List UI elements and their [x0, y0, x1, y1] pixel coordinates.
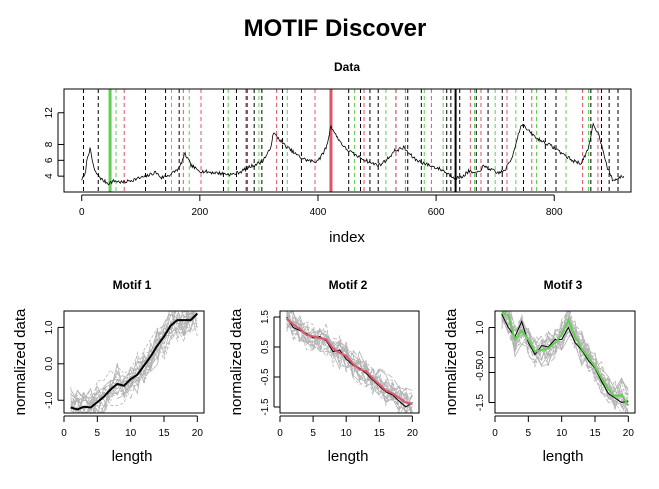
member-subsequence-line [286, 319, 413, 413]
motif1-plot-frame [63, 310, 205, 414]
data-panel: Data 0 200 400 600 800 4 6 8 12 index [44, 60, 632, 246]
motif3-title: Motif 3 [544, 278, 583, 292]
data-x-tick-label: 0 [79, 207, 85, 218]
data-series-line [81, 122, 625, 186]
motif1-y-tick-label: 0.0 [44, 356, 55, 370]
motif2-plot-clip [285, 311, 413, 413]
data-panel-title: Data [334, 60, 360, 74]
motif1-panel: Motif 1 0 5 10 15 20 -1.0 0.0 1.0 length normal… [12, 278, 205, 465]
motif1-y-tick-label: 1.0 [44, 320, 55, 334]
data-x-axis-label: index [329, 229, 365, 246]
motif2-panel: Motif 2 0 5 10 15 20 -1.5 -0.5 0.5 1.5 length no… [228, 278, 420, 465]
motif2-title: Motif 2 [329, 278, 368, 292]
motif3-y-tick-label: 0.0 [475, 350, 486, 364]
member-subsequence-line [70, 311, 198, 413]
data-x-tick-label: 400 [310, 207, 327, 218]
motif3-plot-clip [501, 311, 630, 413]
data-plot-clip [81, 89, 625, 192]
motif3-x-tick-label: 10 [556, 428, 568, 439]
member-subsequence-line [501, 311, 629, 406]
motif3-y-tick-label: -1.5 [475, 393, 486, 411]
motif3-center-line [501, 311, 630, 407]
figure-title: MOTIF Discover [244, 15, 427, 42]
motif2-y-tick-label: -1.5 [260, 398, 271, 416]
motif3-x-axis-label: length [543, 448, 584, 465]
data-y-tick-label: 4 [44, 173, 55, 179]
motif1-plot-area: 0 5 10 15 20 -1.0 0.0 1.0 [44, 310, 205, 439]
member-subsequence-line [70, 311, 195, 413]
motif1-title: Motif 1 [113, 278, 152, 292]
motif1-x-tick-label: 15 [158, 428, 170, 439]
member-subsequence-line [70, 311, 198, 413]
motif1-y-tick-label: -1.0 [44, 391, 55, 409]
motif1-center-line [70, 312, 199, 411]
motif3-y-tick-label: -0.5 [475, 363, 486, 381]
data-y-tick-label: 12 [44, 107, 55, 119]
motif1-x-tick-label: 20 [192, 428, 204, 439]
member-subsequence-line [501, 311, 629, 407]
member-subsequence-line [501, 311, 627, 413]
motif2-plot-frame [279, 310, 420, 414]
motif1-x-tick-label: 10 [125, 428, 137, 439]
member-subsequence-line [286, 311, 413, 413]
motif2-center-line [285, 317, 413, 405]
motif2-y-tick-label: 0.5 [260, 340, 271, 354]
motif3-plot-frame [494, 310, 636, 414]
motif2-x-tick-label: 20 [407, 428, 419, 439]
motif3-y-tick-label: 1.0 [475, 320, 486, 334]
motif2-x-tick-label: 10 [341, 428, 353, 439]
motif2-plot-area: 0 5 10 15 20 -1.5 -0.5 0.5 1.5 [260, 310, 420, 439]
motif1-x-tick-label: 0 [61, 428, 67, 439]
motif2-x-tick-label: 5 [310, 428, 316, 439]
member-subsequence-line [72, 311, 195, 413]
motif3-x-tick-label: 20 [623, 428, 635, 439]
motif1-y-axis-label: normalized data [12, 308, 29, 415]
member-subsequence-line [503, 311, 629, 410]
member-subsequence-line [286, 316, 413, 410]
member-subsequence-line [70, 313, 198, 412]
motif2-x-tick-label: 0 [277, 428, 283, 439]
member-subsequence-line [501, 313, 629, 413]
data-y-tick-label: 8 [44, 141, 55, 147]
data-plot-frame [63, 88, 632, 193]
member-subsequence-line [70, 311, 198, 413]
motif3-plot-area: 0 5 10 15 20 -1.5 -0.50.0 1.0 [475, 310, 636, 439]
motif2-y-tick-label: -0.5 [260, 368, 271, 386]
motif1-plot-clip [70, 311, 199, 413]
member-subsequence-line [286, 314, 402, 413]
motif3-x-tick-label: 5 [526, 428, 532, 439]
motif3-y-axis-label: normalized data [443, 308, 460, 415]
motif3-x-tick-label: 15 [589, 428, 601, 439]
motif2-x-axis-label: length [328, 448, 369, 465]
member-subsequence-line [70, 311, 183, 413]
motif2-y-axis-label: normalized data [228, 308, 245, 415]
data-x-tick-label: 800 [546, 207, 563, 218]
data-x-tick-label: 600 [428, 207, 445, 218]
motif1-x-tick-label: 5 [95, 428, 101, 439]
motif3-x-tick-label: 0 [492, 428, 498, 439]
member-subsequence-line [502, 311, 629, 413]
motif2-x-tick-label: 15 [374, 428, 386, 439]
data-x-tick-label: 200 [192, 207, 209, 218]
member-subsequence-line [287, 311, 413, 413]
data-y-tick-label: 6 [44, 157, 55, 163]
motif3-reference-line [501, 313, 629, 404]
motif2-y-tick-label: 1.5 [260, 310, 271, 324]
motif3-panel: Motif 3 0 5 10 15 20 -1.5 -0.50.0 1.0 length no… [443, 278, 636, 465]
motif1-x-axis-label: length [112, 448, 153, 465]
data-plot-area: 0 200 400 600 800 4 6 8 12 [44, 88, 632, 218]
